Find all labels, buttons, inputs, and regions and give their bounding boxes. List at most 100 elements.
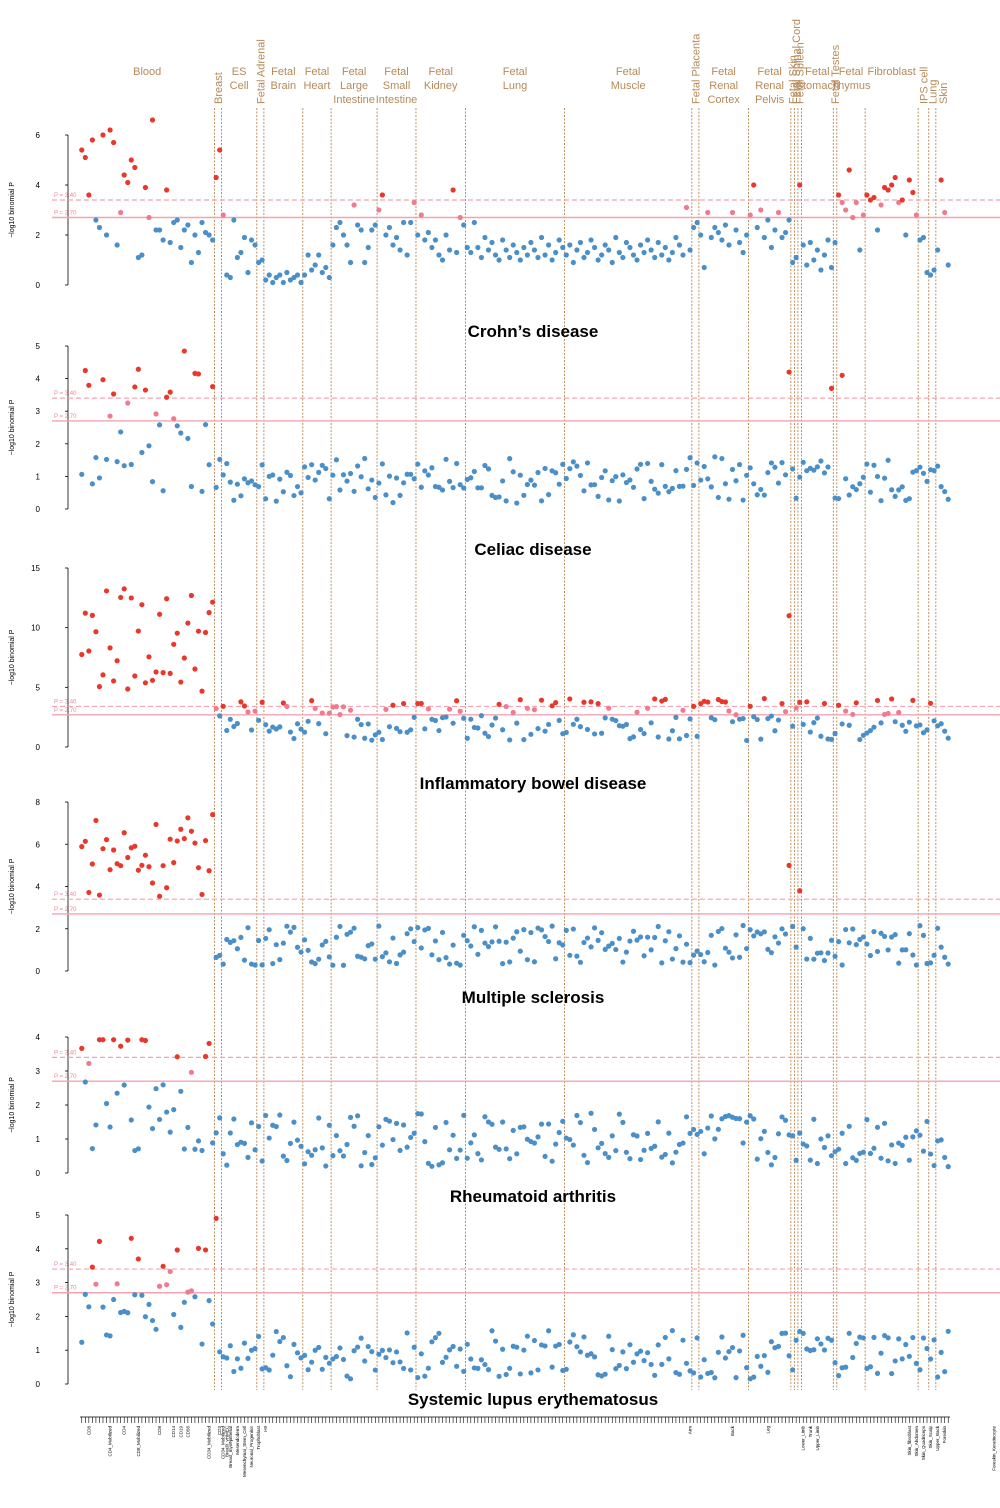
data-point xyxy=(365,1343,371,1350)
data-point xyxy=(535,1367,541,1373)
data-point xyxy=(93,817,99,824)
data-point xyxy=(418,1351,424,1357)
data-point xyxy=(294,483,301,490)
data-point xyxy=(319,462,325,468)
data-point xyxy=(390,702,396,708)
data-point xyxy=(538,927,545,933)
data-point xyxy=(659,1154,665,1160)
data-point xyxy=(892,719,898,725)
data-point xyxy=(411,476,417,482)
data-point xyxy=(821,1144,828,1151)
data-point xyxy=(89,861,95,867)
data-point xyxy=(429,1163,435,1169)
data-point xyxy=(142,852,149,858)
data-point xyxy=(613,717,619,724)
data-point xyxy=(825,950,831,956)
data-point xyxy=(347,1376,354,1382)
data-point xyxy=(648,720,654,726)
y-tick-label: 5 xyxy=(36,683,41,692)
data-point xyxy=(369,941,375,947)
data-point xyxy=(828,264,835,271)
data-point xyxy=(128,1235,134,1241)
data-point xyxy=(775,1131,782,1137)
data-point xyxy=(259,962,265,968)
data-point xyxy=(340,962,347,968)
data-point xyxy=(93,217,99,223)
y-tick-label: 0 xyxy=(36,505,41,514)
data-point xyxy=(167,670,173,677)
data-point xyxy=(917,923,923,929)
data-point xyxy=(337,711,343,718)
data-point xyxy=(917,1132,923,1138)
data-point xyxy=(744,945,750,952)
data-point xyxy=(149,1125,156,1132)
data-point xyxy=(542,465,548,472)
data-point xyxy=(800,721,806,727)
data-point xyxy=(128,595,134,601)
x-tick-label: Breast_myoepithelial xyxy=(228,1426,233,1468)
data-point xyxy=(885,710,891,717)
data-point xyxy=(369,737,375,743)
data-point xyxy=(641,1147,647,1153)
data-point xyxy=(662,1151,668,1158)
data-point xyxy=(139,862,145,868)
data-point xyxy=(188,259,195,266)
data-point xyxy=(920,1335,927,1341)
data-point xyxy=(560,244,566,251)
data-point xyxy=(478,254,485,261)
data-point xyxy=(330,242,336,248)
data-point xyxy=(705,476,711,482)
data-point xyxy=(485,247,492,253)
data-point xyxy=(871,724,877,730)
data-point xyxy=(570,926,576,932)
data-point xyxy=(733,1375,739,1381)
footer-title: Systemic lupus erythematosus xyxy=(408,1390,658,1409)
data-point xyxy=(620,959,626,965)
data-point xyxy=(687,247,693,253)
data-point xyxy=(86,648,92,654)
data-point xyxy=(899,1142,905,1148)
data-point xyxy=(383,950,389,956)
data-point xyxy=(114,1281,120,1287)
data-point xyxy=(316,252,322,258)
data-point xyxy=(708,1369,714,1376)
data-point xyxy=(312,1347,318,1353)
data-point xyxy=(701,1151,707,1157)
data-point xyxy=(408,727,414,733)
data-point xyxy=(577,724,584,730)
data-point xyxy=(397,1359,403,1365)
data-point xyxy=(291,1341,297,1347)
data-point xyxy=(758,1363,764,1369)
data-point xyxy=(478,1157,485,1163)
data-point xyxy=(139,449,145,456)
data-point xyxy=(323,1163,329,1169)
data-point xyxy=(570,259,576,266)
data-point xyxy=(96,475,103,481)
data-point xyxy=(804,956,810,962)
data-point xyxy=(213,1130,219,1136)
data-point xyxy=(538,697,545,703)
data-point xyxy=(376,1351,382,1357)
data-point xyxy=(344,1141,350,1148)
data-point xyxy=(125,686,131,692)
data-point xyxy=(312,961,318,967)
data-point xyxy=(843,207,849,213)
data-point xyxy=(804,1143,810,1149)
x-tick-label: CD3 xyxy=(217,1426,222,1435)
data-point xyxy=(160,670,166,676)
data-point xyxy=(252,1147,258,1153)
data-point xyxy=(694,219,700,226)
x-tick-label: Breast_vHMEC xyxy=(224,1425,229,1457)
data-point xyxy=(199,219,205,226)
data-point xyxy=(206,232,212,238)
data-point xyxy=(439,929,446,936)
data-point xyxy=(761,234,767,241)
data-point xyxy=(241,234,248,241)
data-point xyxy=(217,713,223,719)
data-point xyxy=(892,932,898,938)
data-point xyxy=(843,926,849,933)
data-point xyxy=(326,1122,332,1128)
data-point xyxy=(185,435,191,442)
data-point xyxy=(782,229,789,236)
data-point xyxy=(874,227,881,233)
